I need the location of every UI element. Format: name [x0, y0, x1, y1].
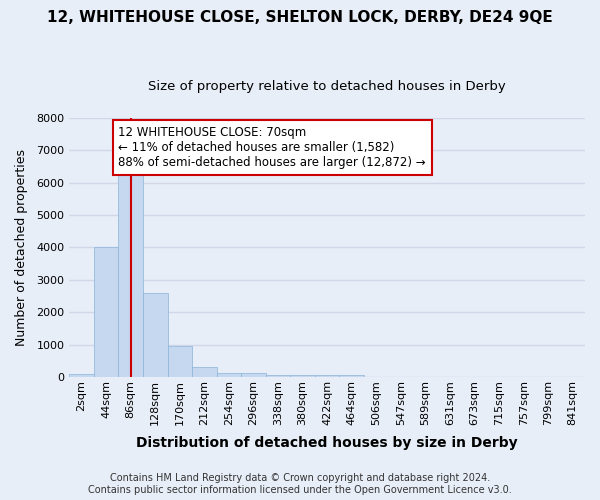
Bar: [94, 248, 118, 377]
Bar: [315, 374, 340, 377]
Bar: [340, 376, 364, 377]
X-axis label: Distribution of detached houses by size in Derby: Distribution of detached houses by size …: [136, 436, 518, 450]
Bar: [266, 374, 290, 377]
Bar: [143, 292, 167, 377]
Text: Contains HM Land Registry data © Crown copyright and database right 2024.
Contai: Contains HM Land Registry data © Crown c…: [88, 474, 512, 495]
Bar: [192, 366, 217, 377]
Bar: [167, 346, 192, 377]
Bar: [70, 374, 94, 377]
Title: Size of property relative to detached houses in Derby: Size of property relative to detached ho…: [148, 80, 506, 93]
Bar: [217, 373, 241, 377]
Text: 12, WHITEHOUSE CLOSE, SHELTON LOCK, DERBY, DE24 9QE: 12, WHITEHOUSE CLOSE, SHELTON LOCK, DERB…: [47, 10, 553, 25]
Bar: [118, 163, 143, 377]
Text: 12 WHITEHOUSE CLOSE: 70sqm
← 11% of detached houses are smaller (1,582)
88% of s: 12 WHITEHOUSE CLOSE: 70sqm ← 11% of deta…: [118, 126, 426, 169]
Bar: [290, 375, 315, 377]
Bar: [241, 374, 266, 377]
Y-axis label: Number of detached properties: Number of detached properties: [15, 149, 28, 346]
